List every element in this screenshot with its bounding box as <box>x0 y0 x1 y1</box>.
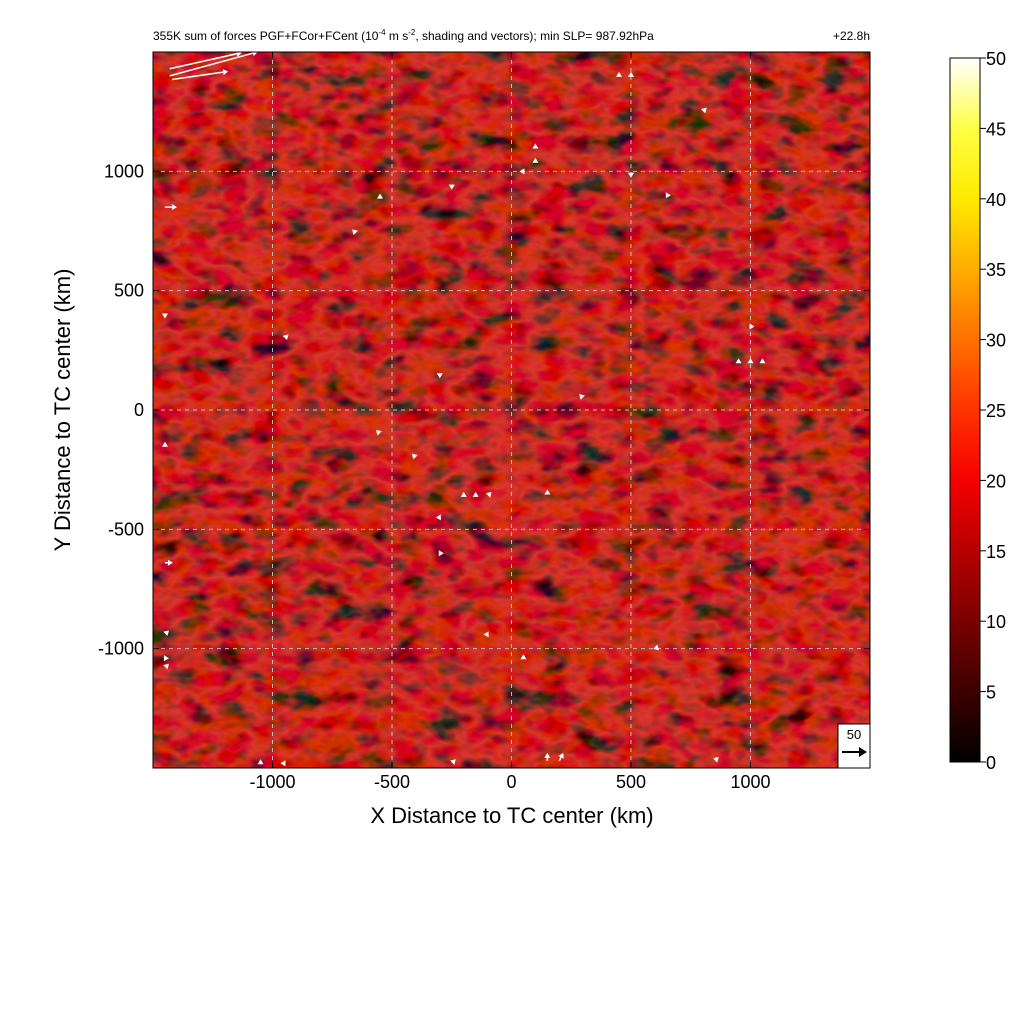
reference-vector-label: 50 <box>847 727 861 742</box>
vector-arrow <box>411 453 418 460</box>
y-tick-label: 500 <box>114 281 144 301</box>
y-tick-label: -500 <box>108 519 144 539</box>
colorbar-tick-label: 20 <box>986 471 1006 491</box>
vector-arrow <box>520 654 527 660</box>
colorbar-tick-label: 50 <box>986 49 1006 69</box>
vector-arrow <box>436 373 443 379</box>
x-tick-label: 500 <box>616 772 646 792</box>
vector-arrow <box>435 514 441 521</box>
reference-vector-key: 50 <box>837 723 871 769</box>
vector-arrow <box>352 229 358 236</box>
colorbar-tick-label: 40 <box>986 190 1006 210</box>
axis-ticks: -1000 -500 0 500 1000 -1000 -500 0 500 1000 <box>98 52 870 792</box>
vector-arrow <box>282 334 289 341</box>
colorbar-ticks: 0 5 10 15 20 25 30 35 40 45 50 <box>980 49 1006 773</box>
vector-arrow <box>161 313 168 319</box>
vector-arrow <box>749 323 755 330</box>
vector-arrow <box>735 358 742 364</box>
title-units-mid: m s <box>386 29 409 43</box>
vector-arrow <box>169 52 258 77</box>
vector-arrow <box>532 157 539 163</box>
vector-arrow <box>519 168 525 175</box>
colorbar-tick-label: 45 <box>986 119 1006 139</box>
y-tick-label: 1000 <box>104 161 144 181</box>
vector-arrow <box>653 644 659 651</box>
colorbar <box>949 57 981 763</box>
vector-arrow <box>377 193 384 199</box>
time-label: +22.8h <box>833 29 870 43</box>
vector-arrow <box>169 52 242 70</box>
x-axis-title: X Distance to TC center (km) <box>370 803 653 828</box>
vector-arrow <box>616 71 623 77</box>
vector-arrow <box>579 394 585 400</box>
vector-arrow <box>483 631 489 638</box>
colorbar-tick-label: 5 <box>986 683 996 703</box>
vector-arrow <box>759 358 766 364</box>
colorbar-tick-label: 30 <box>986 331 1006 351</box>
vector-arrow <box>544 489 551 495</box>
shaded-field <box>153 52 870 768</box>
y-axis-title: Y Distance to TC center (km) <box>50 269 75 552</box>
vector-arrow <box>164 559 173 566</box>
vector-arrow <box>448 184 455 190</box>
vector-arrow <box>701 107 707 114</box>
chart-title: 355K sum of forces PGF+FCor+FCent (10-4 … <box>153 28 654 43</box>
force-vectors <box>161 52 766 767</box>
vector-arrow <box>164 204 177 211</box>
vector-arrow <box>163 630 169 637</box>
reference-vector-arrowhead <box>859 747 867 757</box>
title-main: 355K sum of forces PGF+FCor+FCent (10 <box>153 29 379 43</box>
colorbar-tick-label: 25 <box>986 401 1006 421</box>
vector-arrow <box>485 491 492 498</box>
title-exponent-2: -2 <box>408 28 416 37</box>
y-tick-label: 0 <box>134 400 144 420</box>
vector-arrow <box>558 752 564 762</box>
x-tick-label: -1000 <box>249 772 295 792</box>
vector-arrow <box>163 663 169 670</box>
title-rest: , shading and vectors); min SLP= 987.92h… <box>415 29 654 43</box>
colorbar-tick-label: 10 <box>986 612 1006 632</box>
vector-arrow <box>628 172 634 178</box>
vector-arrow <box>472 491 479 497</box>
colorbar-tick-label: 35 <box>986 260 1006 280</box>
vector-arrow <box>665 192 671 199</box>
colorbar-tick-label: 15 <box>986 542 1006 562</box>
vector-arrow <box>747 358 754 364</box>
title-exponent-1: -4 <box>378 28 386 37</box>
vector-arrow <box>460 491 467 497</box>
vector-arrow <box>163 655 169 662</box>
vector-arrow <box>161 441 168 447</box>
vector-arrow <box>712 756 719 763</box>
vector-arrow <box>280 760 286 767</box>
vector-arrow <box>628 71 634 77</box>
vector-arrow <box>450 759 456 765</box>
vector-arrow <box>257 759 264 765</box>
colorbar-tick-label: 0 <box>986 753 996 773</box>
y-tick-label: -1000 <box>98 639 144 659</box>
vector-arrow <box>172 69 229 81</box>
x-tick-label: -500 <box>374 772 410 792</box>
x-tick-label: 0 <box>506 772 516 792</box>
x-tick-label: 1000 <box>730 772 770 792</box>
vector-arrow <box>532 143 539 149</box>
vector-arrow <box>376 429 382 436</box>
vector-arrow <box>438 550 444 557</box>
vector-arrow <box>544 752 551 761</box>
